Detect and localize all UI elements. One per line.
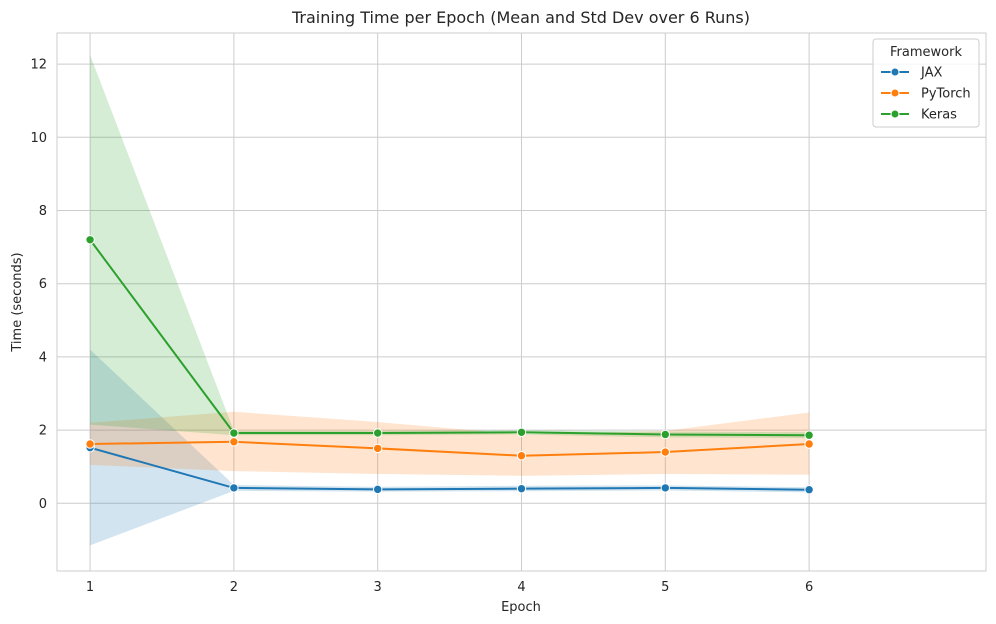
data-point-pytorch — [804, 439, 814, 449]
plot-frame — [56, 32, 987, 572]
x-tick-label: 2 — [230, 580, 238, 595]
y-tick-label: 2 — [39, 424, 47, 439]
legend-entries: JAX PyTorch Keras — [881, 66, 971, 123]
chart-title: Training Time per Epoch (Mean and Std De… — [291, 8, 750, 27]
data-point-jax — [804, 485, 814, 495]
series-line-pytorch — [90, 440, 810, 457]
legend-entry-pytorch: PyTorch — [881, 87, 971, 102]
data-point-keras — [372, 428, 383, 438]
std-dev-bands — [90, 54, 810, 546]
data-point-keras — [516, 427, 527, 437]
x-tick-label: 3 — [374, 580, 382, 595]
data-point-keras — [85, 235, 95, 245]
data-point-jax — [516, 483, 527, 494]
legend-label: PyTorch — [921, 87, 971, 102]
series-line-jax — [89, 446, 810, 491]
data-point-jax — [660, 483, 671, 493]
data-point-pytorch — [372, 443, 383, 454]
data-point-pytorch — [516, 451, 527, 461]
grid — [57, 33, 986, 571]
x-tick-label: 1 — [86, 580, 94, 595]
legend-box — [872, 38, 980, 128]
data-point-keras — [804, 430, 814, 440]
legend-title: Framework — [890, 45, 962, 60]
x-tick-label: 6 — [805, 580, 813, 595]
y-tick-label: 0 — [39, 497, 47, 512]
legend-marker — [890, 67, 900, 77]
legend: Framework JAX PyTorch Keras — [872, 38, 980, 128]
legend-label: JAX — [920, 66, 942, 81]
y-tick-label: 8 — [39, 204, 47, 219]
legend-marker — [890, 109, 900, 119]
legend-label: Keras — [921, 108, 957, 123]
series-line-keras — [89, 239, 810, 437]
data-point-jax — [372, 484, 383, 495]
data-point-pytorch — [229, 437, 239, 447]
data-point-pytorch — [85, 439, 95, 449]
legend-marker — [890, 88, 900, 98]
x-axis-label: Epoch — [501, 600, 541, 615]
data-point-pytorch — [660, 447, 671, 457]
data-point-jax — [229, 483, 239, 493]
x-tick-label: 4 — [517, 580, 525, 595]
data-point-keras — [660, 429, 671, 440]
data-point-keras — [229, 428, 239, 438]
y-axis-label: Time (seconds) — [10, 252, 25, 352]
x-tick-label: 5 — [661, 580, 669, 595]
series-lines — [89, 239, 810, 491]
y-tick-label: 12 — [30, 58, 47, 73]
std-band-pytorch — [90, 411, 810, 476]
legend-entry-jax: JAX — [881, 66, 942, 81]
legend-entry-keras: Keras — [881, 108, 957, 123]
std-band-keras — [90, 54, 810, 439]
y-tick-label: 10 — [30, 131, 47, 146]
series-points — [85, 235, 814, 495]
y-tick-label: 6 — [39, 277, 47, 292]
y-tick-label: 4 — [39, 350, 47, 365]
